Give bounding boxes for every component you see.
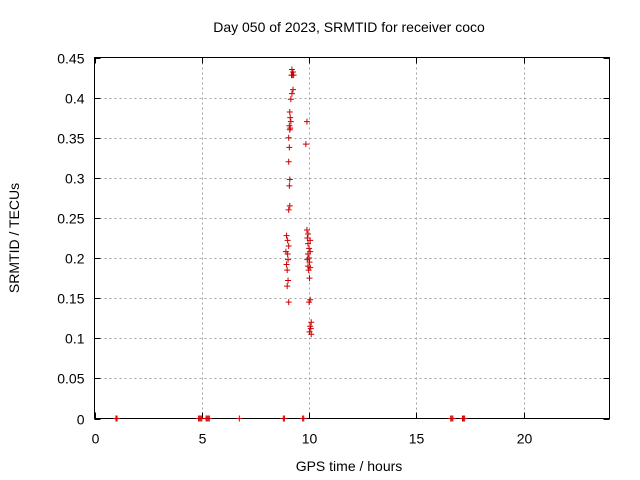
data-point — [286, 176, 293, 183]
data-point — [305, 230, 312, 237]
y-tick-label: 0.05 — [57, 371, 84, 387]
x-tick-label: 5 — [199, 431, 207, 447]
data-point — [284, 283, 291, 290]
data-point — [286, 126, 293, 133]
data-point — [285, 206, 292, 213]
data-point — [284, 237, 291, 244]
data-point — [287, 118, 294, 125]
data-point — [289, 86, 296, 93]
data-point — [286, 144, 293, 151]
data-point — [288, 90, 295, 97]
x-axis-label: GPS time / hours — [296, 458, 403, 474]
data-point — [307, 325, 314, 332]
plot-frame — [94, 57, 610, 419]
grid-lines — [94, 57, 610, 419]
data-point — [306, 259, 313, 266]
data-point — [285, 277, 292, 284]
y-tick-label: 0.45 — [57, 51, 84, 67]
data-point — [114, 415, 121, 422]
data-point — [285, 158, 292, 165]
data-point — [302, 141, 309, 148]
data-point — [286, 202, 293, 209]
data-point — [306, 275, 313, 282]
data-point — [306, 299, 313, 306]
data-point — [303, 226, 310, 233]
data-point — [286, 182, 293, 189]
data-point — [285, 243, 292, 250]
data-point — [308, 331, 315, 338]
data-point — [306, 245, 313, 252]
y-tick-label: 0.1 — [65, 331, 85, 347]
data-point — [281, 415, 288, 422]
y-tick-label: 0 — [77, 412, 85, 428]
data-point — [284, 267, 291, 274]
data-point — [287, 96, 294, 103]
data-point — [305, 267, 312, 274]
data-point — [284, 251, 291, 258]
y-tick-label: 0.4 — [65, 91, 85, 107]
data-point — [303, 118, 310, 125]
data-point — [206, 415, 213, 422]
x-tick-label: 15 — [409, 431, 425, 447]
x-tick-label: 20 — [517, 431, 533, 447]
axis-ticks: 0 0.05 0.1 0.15 0.2 0.25 0.3 0.35 0.4 0.45 0 5 10 15 2… — [57, 51, 610, 447]
data-point — [285, 299, 292, 306]
y-tick-label: 0.3 — [65, 171, 85, 187]
data-point — [300, 415, 307, 422]
data-point — [285, 256, 292, 263]
y-tick-label: 0.2 — [65, 251, 85, 267]
y-tick-label: 0.25 — [57, 211, 84, 227]
data-point — [307, 237, 314, 244]
data-point — [286, 109, 293, 116]
y-axis-label: SRMTID / TECUs — [6, 183, 22, 293]
y-tick-label: 0.15 — [57, 291, 84, 307]
data-point — [305, 240, 312, 247]
y-tick-label: 0.35 — [57, 131, 84, 147]
data-point — [283, 261, 290, 268]
data-point — [308, 319, 315, 326]
x-tick-label: 0 — [92, 431, 100, 447]
data-point — [285, 134, 292, 141]
chart-title: Day 050 of 2023, SRMTID for receiver coc… — [213, 19, 485, 35]
data-point — [449, 415, 456, 422]
x-tick-label: 10 — [302, 431, 318, 447]
data-point — [290, 72, 297, 79]
data-points — [112, 66, 468, 422]
data-point — [305, 251, 312, 258]
data-point — [289, 68, 296, 75]
data-point — [236, 415, 243, 422]
data-point — [461, 415, 468, 422]
data-point — [287, 114, 294, 121]
data-point — [283, 232, 290, 239]
